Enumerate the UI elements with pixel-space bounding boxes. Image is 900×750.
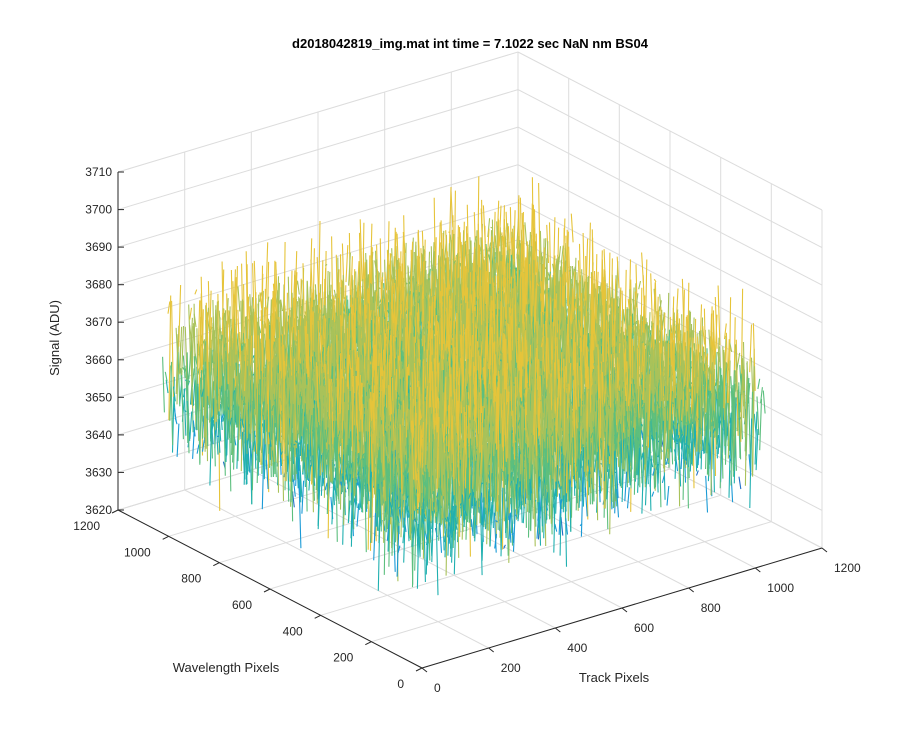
- z-tick-label: 3710: [85, 165, 112, 179]
- y-tick: [213, 562, 220, 567]
- surface-strip: [511, 454, 752, 539]
- z-tick-label: 3670: [85, 315, 112, 329]
- x-tick-label: 1200: [834, 561, 861, 575]
- grid-back-z1: [117, 164, 519, 286]
- surface-strip: [495, 455, 732, 552]
- z-tick-label: 3700: [85, 203, 112, 217]
- z-tick-label: 3640: [85, 428, 112, 442]
- z-tick-label: 3650: [85, 390, 112, 404]
- x-tick-label: 200: [501, 661, 521, 675]
- x-tick-label: 600: [634, 621, 654, 635]
- y-tick: [415, 667, 423, 672]
- y-tick: [365, 641, 372, 646]
- y-tick: [263, 588, 271, 593]
- grid-back-z1: [117, 201, 519, 323]
- y-tick-label: 200: [333, 651, 353, 665]
- x-tick: [754, 567, 761, 573]
- x-tick-label: 1000: [767, 581, 794, 595]
- z-tick-label: 3680: [85, 278, 112, 292]
- surface-strip: [503, 544, 506, 549]
- surface-strip: [738, 476, 742, 490]
- surface-mesh: [162, 176, 766, 596]
- y-tick: [314, 614, 321, 619]
- surface-strip: [425, 385, 766, 534]
- grid-back-z1: [117, 126, 519, 248]
- grid-back-z2: [517, 51, 823, 211]
- grid-back-z1: [117, 89, 519, 211]
- y-tick: [111, 509, 119, 514]
- surface-strip: [421, 356, 755, 547]
- y-tick-label: 0: [397, 677, 404, 691]
- z-tick-label: 3690: [85, 240, 112, 254]
- z-tick-label: 3630: [85, 465, 112, 479]
- grid-back-z2: [517, 164, 823, 324]
- y-axis-label: Wavelength Pixels: [173, 660, 280, 675]
- surface-strip: [494, 468, 656, 549]
- grid-back-z1: [117, 51, 519, 173]
- y-tick-label: 1000: [124, 545, 151, 559]
- surface-strip: [446, 428, 759, 575]
- x-tick-label: 800: [701, 601, 721, 615]
- tick-labels: 0 200 400 600 800 1000 1200 0 200 400 600 800 1000 12…: [73, 165, 861, 695]
- y-tick-label: 600: [232, 598, 252, 612]
- axes-lines: [111, 171, 828, 673]
- x-axis-label: Track Pixels: [579, 670, 650, 685]
- z-axis-label: Signal (ADU): [47, 300, 62, 376]
- z-tick-label: 3620: [85, 503, 112, 517]
- y-tick: [162, 535, 169, 540]
- z-tick-label: 3660: [85, 353, 112, 367]
- grid-floor-y: [371, 521, 772, 643]
- surface-strip: [355, 273, 657, 454]
- x-tick: [488, 647, 495, 653]
- surface-strip: [439, 458, 669, 553]
- y-tick-label: 1200: [73, 519, 100, 533]
- x-tick: [421, 667, 428, 673]
- x-tick: [821, 547, 828, 553]
- chart-title: d2018042819_img.mat int time = 7.1022 se…: [292, 36, 649, 51]
- grid-back-z2: [517, 89, 823, 249]
- surface-strip: [508, 485, 670, 540]
- x-tick: [554, 627, 561, 633]
- surface-strip: [291, 491, 295, 508]
- x-tick-label: 400: [567, 641, 587, 655]
- grid-back-z2: [517, 201, 823, 361]
- y-tick-label: 800: [181, 572, 201, 586]
- grid-back-z2: [517, 126, 823, 286]
- surface-strip: [436, 306, 756, 489]
- surface-strip: [560, 516, 564, 536]
- surface-strip: [470, 519, 474, 537]
- x-tick: [688, 587, 695, 593]
- y-tick-label: 400: [283, 624, 303, 638]
- x-tick: [621, 607, 628, 613]
- surface-strip: [457, 339, 730, 537]
- x-tick-label: 0: [434, 681, 441, 695]
- grid-floor-y: [320, 494, 721, 616]
